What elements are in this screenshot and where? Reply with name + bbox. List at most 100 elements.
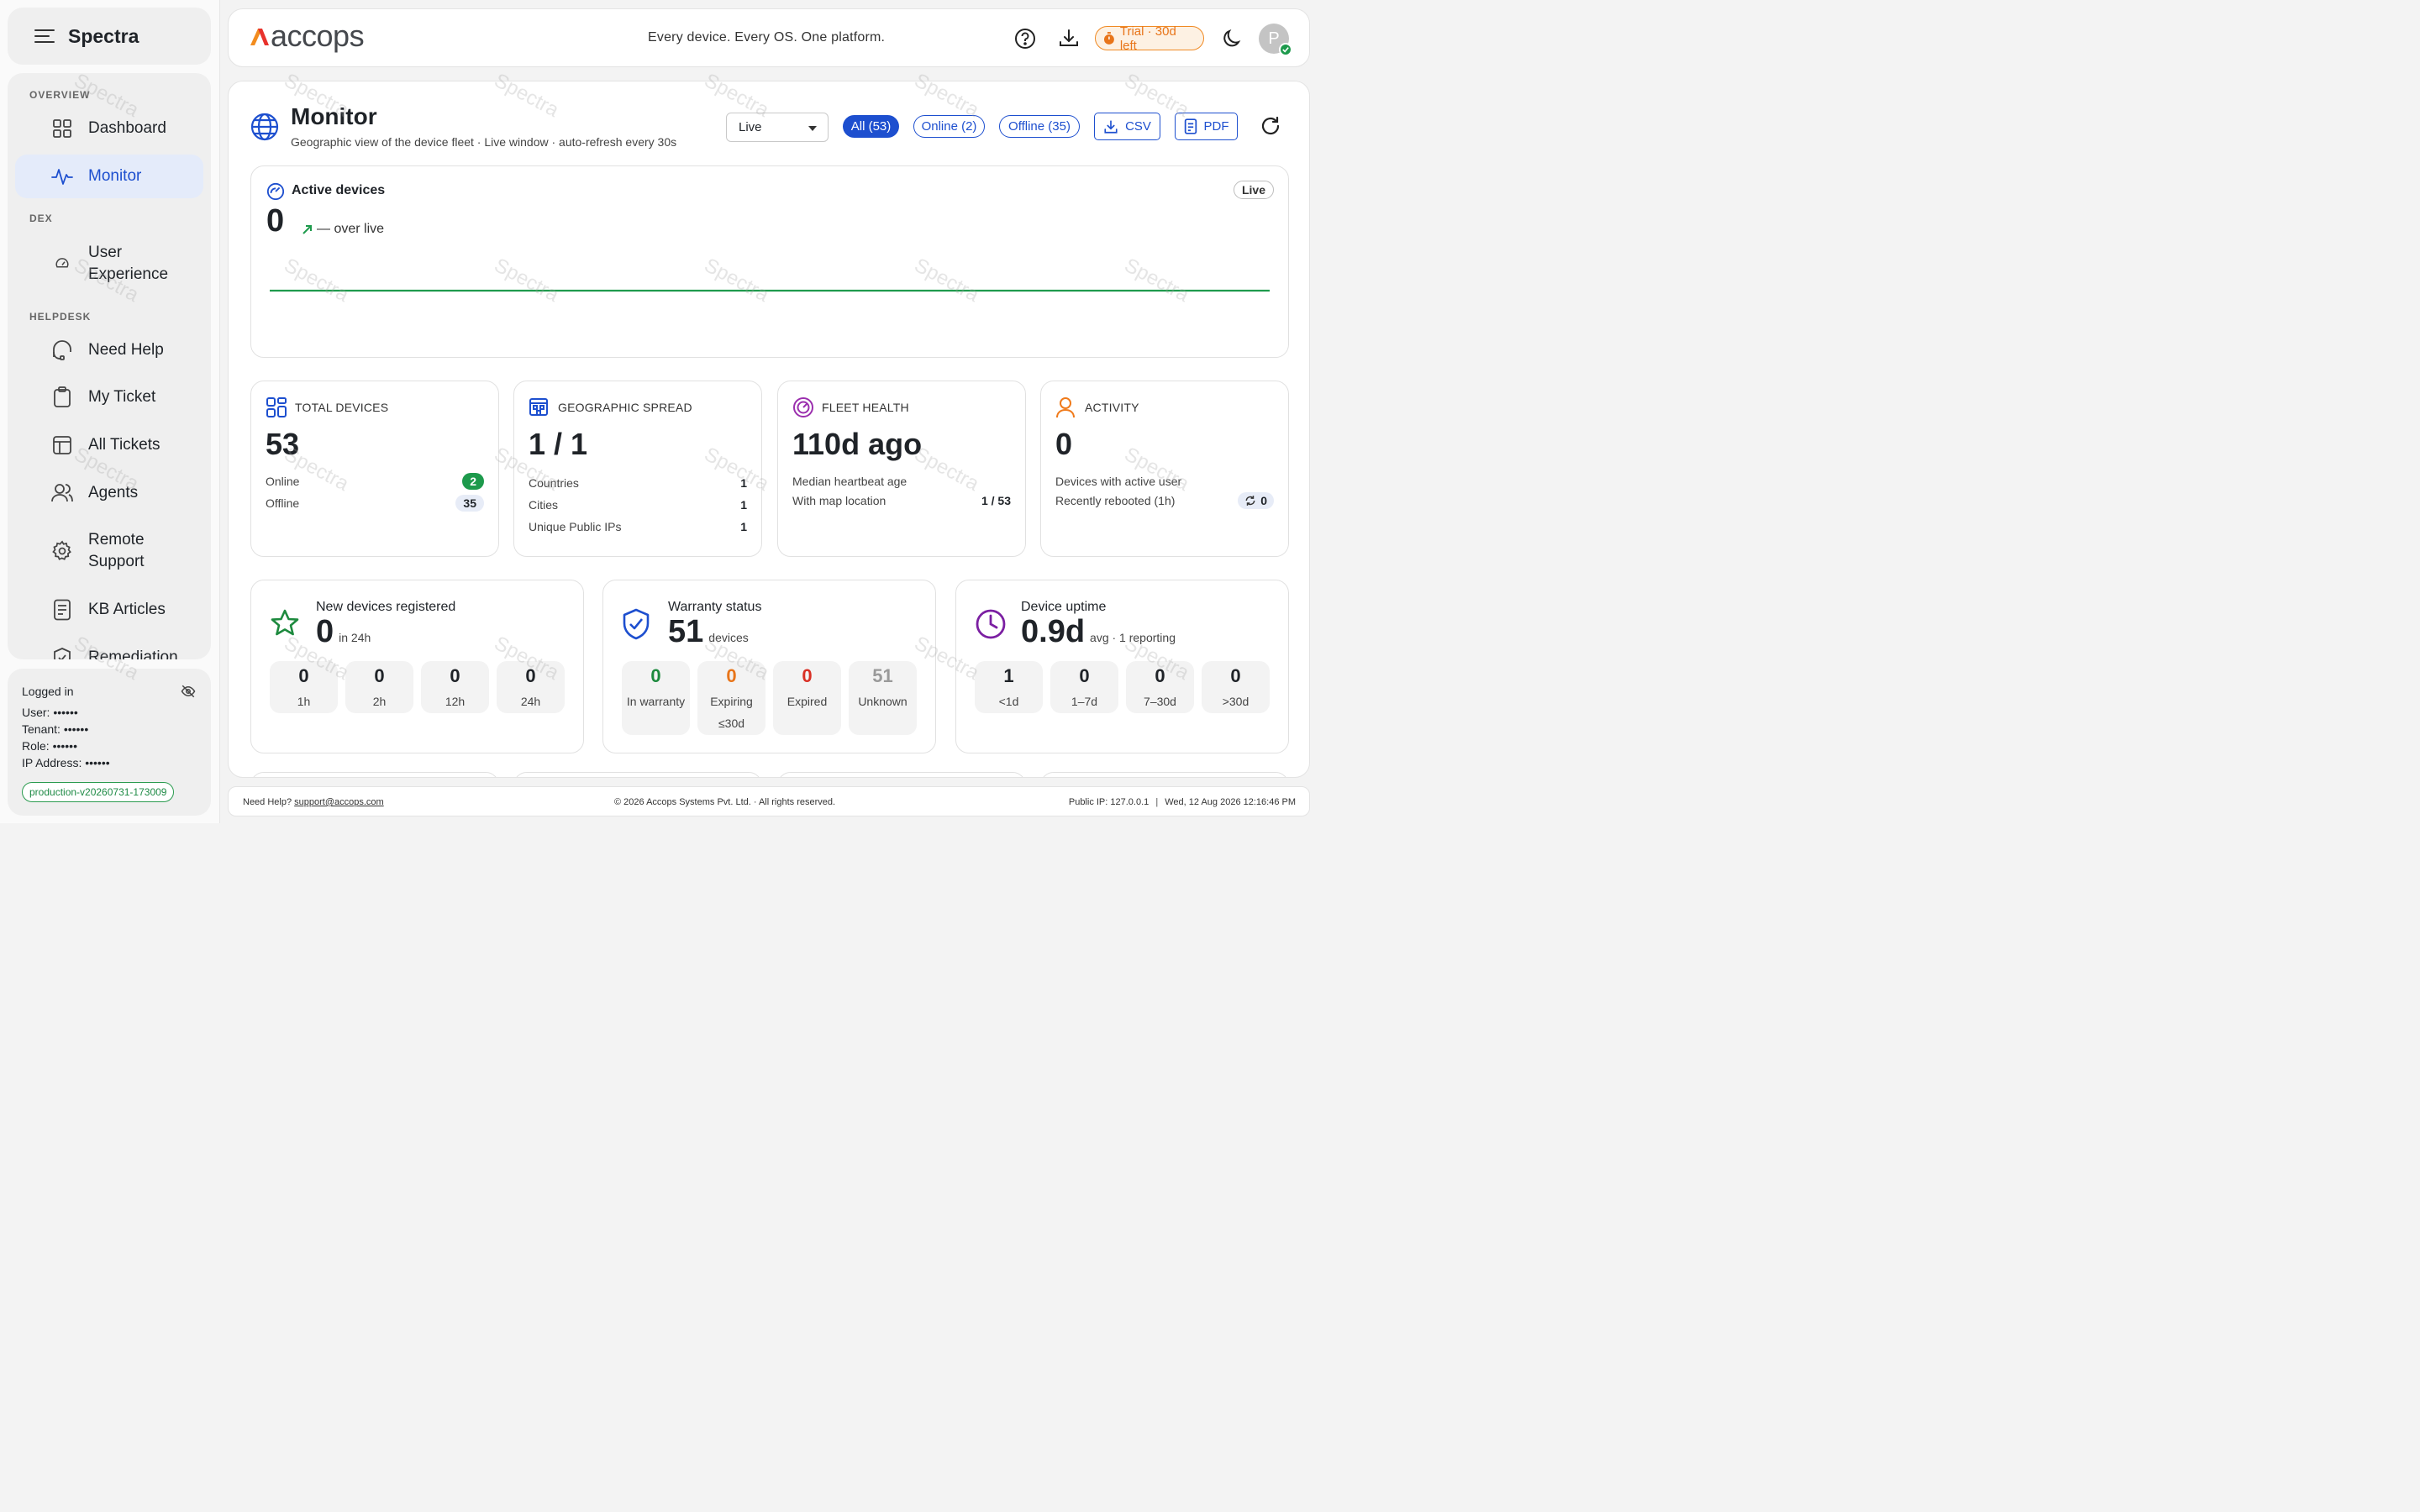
sidebar-item-kb-articles[interactable]: KB Articles [15,588,203,632]
activity-heading: ACTIVITY [1085,401,1139,414]
stat-tile: 0 7–30d [1126,661,1194,713]
trial-text: Trial · 30d left [1119,24,1176,53]
tile-value: 0 [802,665,813,686]
new-devices-card: New devices registered 0 in 24h 0 1h 0 2h … [250,580,584,753]
countries-row: Countries 1 [529,476,747,490]
filter-offline[interactable]: Offline (35) [999,115,1080,138]
brand-header: Spectra [8,8,211,65]
next-row-card [777,772,1026,777]
total-devices-heading: TOTAL DEVICES [295,401,389,414]
avatar[interactable]: P [1259,24,1292,56]
active-devices-title: Active devices [292,183,386,197]
refresh-icon[interactable] [1260,115,1281,141]
rebooted-count-badge: 0 [1238,492,1274,509]
sidebar-nav: OVERVIEW Dashboard Monitor DEX User Expe… [8,73,211,659]
sidebar-item-remote-support[interactable]: Remote Support [15,524,203,578]
logged-in-heading: Logged in [22,685,74,698]
sidebar-item-user-experience[interactable]: User Experience [15,239,203,288]
sidebar-item-need-help[interactable]: Need Help [15,328,203,372]
help-icon[interactable] [1013,27,1037,50]
tile-value: 0 [726,665,737,686]
caret-down-icon [808,126,817,131]
eye-off-icon[interactable] [181,684,196,703]
countries-label: Countries [529,476,579,490]
footer: Need Help? support@accops.com © 2026 Acc… [228,786,1310,816]
building-icon [529,396,549,421]
table-icon [50,433,74,457]
sidebar-item-agents[interactable]: Agents [15,471,203,515]
sidebar-item-all-tickets[interactable]: All Tickets [15,423,203,467]
cities-label: Cities [529,498,559,512]
trial-badge[interactable]: Trial · 30d left [1095,24,1204,53]
public-ips-row: Unique Public IPs 1 [529,520,747,533]
session-info: Logged in User: •••••• Tenant: •••••• Ro… [8,669,211,816]
online-label: Online [266,475,300,488]
stat-tile: 0 2h [345,661,413,713]
stat-tile: 1 <1d [975,661,1043,713]
trend-text: — over live [317,222,385,236]
sidebar-item-label: Agents [88,484,139,501]
tile-value: 1 [1003,665,1014,686]
grid-icon [50,117,74,140]
support-email-link[interactable]: support@accops.com [294,797,384,807]
warranty-title: Warranty status [668,600,762,614]
logo-text: accops [271,18,365,53]
cities-value: 1 [740,498,747,512]
sidebar-item-monitor[interactable]: Monitor [15,155,203,198]
time-window-select[interactable]: Live [726,113,829,142]
tile-label: 1–7d [1071,695,1098,708]
session-ip: IP Address: •••••• [22,756,110,769]
filter-all[interactable]: All (53) [843,115,899,138]
sidebar-item-label: All Tickets [88,436,160,454]
rebooted-label: Recently rebooted (1h) [1055,494,1176,507]
next-row-card [513,772,762,777]
sidebar-item-my-ticket[interactable]: My Ticket [15,375,203,419]
active-devices-sparkline [270,289,1270,292]
online-row: Online 2 [266,473,484,490]
next-row-card [1040,772,1289,777]
globe-icon [250,113,279,145]
tile-label: Expired [786,695,828,708]
tile-label: 7–30d [1144,695,1176,708]
uptime-value-row: 0.9d avg · 1 reporting [1021,614,1176,650]
csv-button[interactable]: CSV [1094,113,1160,140]
pdf-label: PDF [1203,119,1229,134]
clipboard-icon [50,386,74,409]
uptime-title: Device uptime [1021,600,1107,614]
menu-icon[interactable] [34,29,55,44]
uptime-value: 0.9d [1021,614,1086,649]
stat-tile: 0 12h [421,661,489,713]
moon-icon[interactable] [1221,27,1244,50]
gauge-icon [792,396,814,423]
map-location-value: 1 / 53 [981,494,1011,507]
stat-tile: 51 Unknown [849,661,917,735]
sidebar-item-remediation[interactable]: Remediation [15,636,203,659]
users-icon [50,481,74,505]
sidebar-item-label: Need Help [88,341,164,359]
tagline: Every device. Every OS. One platform. [648,30,886,45]
download-icon[interactable] [1057,27,1081,50]
document-icon [1184,118,1197,134]
map-location-label: With map location [792,494,886,507]
sidebar: Spectra OVERVIEW Dashboard Monitor DEX U… [0,0,220,823]
filter-online[interactable]: Online (2) [913,115,985,138]
median-heartbeat-label: Median heartbeat age [792,475,908,488]
tile-value: 0 [650,665,661,686]
activity-card: ACTIVITY 0 Devices with active user Rece… [1040,381,1289,557]
timer-icon [1103,32,1114,45]
clock-icon [975,608,1007,644]
session-tenant: Tenant: •••••• [22,722,89,736]
speedometer-icon [266,182,285,205]
public-ips-value: 1 [740,520,747,533]
cities-row: Cities 1 [529,498,747,512]
app-name: Spectra [68,24,139,47]
tile-value: 0 [525,665,536,686]
pdf-button[interactable]: PDF [1175,113,1238,140]
sidebar-item-dashboard[interactable]: Dashboard [15,107,203,150]
tile-value: 0 [1079,665,1090,686]
avatar-initial: P [1268,29,1280,48]
trend-indicator: — over live [302,222,384,237]
stat-tile: 0 1h [270,661,338,713]
online-count: 2 [462,473,484,490]
tile-label: <1d [998,695,1019,708]
